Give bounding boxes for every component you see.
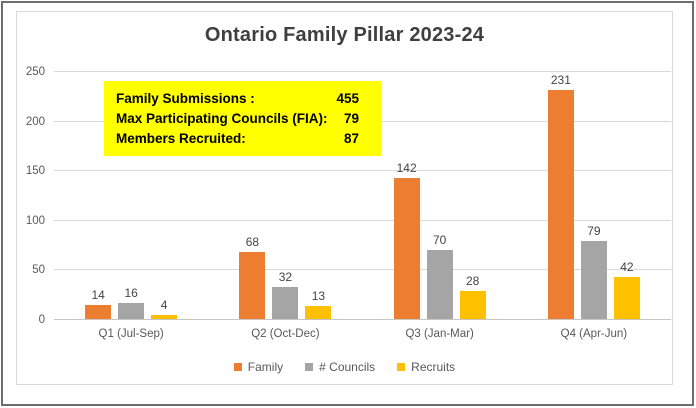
y-tick-label: 50 xyxy=(32,264,45,276)
bar-column: 79 xyxy=(580,71,607,319)
bar-group: 231 79 42 xyxy=(517,71,671,319)
x-category-label: Q3 (Jan-Mar) xyxy=(405,328,474,340)
bar-data-label: 4 xyxy=(160,298,168,312)
bar-data-label: 16 xyxy=(124,286,138,300)
bar-recruits xyxy=(151,315,178,319)
bar-data-label: 79 xyxy=(587,224,601,238)
bar-data-label: 32 xyxy=(278,270,293,284)
bar-column: 16 xyxy=(118,71,145,319)
summary-note: Family Submissions : 455 Max Participati… xyxy=(104,81,381,156)
gridline xyxy=(54,269,671,270)
bar-family xyxy=(85,305,112,319)
gridline xyxy=(54,170,671,171)
chart-container: Ontario Family Pillar 2023-24 14 16 4 68 32 1… xyxy=(16,11,673,385)
y-tick-label: 0 xyxy=(38,314,45,326)
bar-data-label: 70 xyxy=(432,233,447,247)
bar-family xyxy=(239,252,266,319)
legend-swatch-icon xyxy=(397,363,406,371)
legend-label: Recruits xyxy=(411,360,456,374)
legend-swatch-icon xyxy=(305,363,314,371)
bar-column: 70 xyxy=(426,71,453,319)
chart-title: Ontario Family Pillar 2023-24 xyxy=(204,24,485,46)
note-label: Max Participating Councils (FIA): xyxy=(116,110,328,126)
note-value: 455 xyxy=(336,90,359,106)
bar--councils xyxy=(272,287,299,319)
plot-area: 14 16 4 68 32 13 142 70 28 231 79 42 xyxy=(54,71,671,320)
bar-column: 68 xyxy=(239,71,266,319)
legend-item: Recruits xyxy=(397,360,455,374)
legend-item: Family xyxy=(233,360,284,374)
bar-column: 14 xyxy=(85,71,112,319)
legend-label: Family xyxy=(247,360,284,374)
x-category-label: Q1 (Jul-Sep) xyxy=(98,328,164,340)
bar-family xyxy=(547,90,574,319)
bar-column: 28 xyxy=(459,71,486,319)
x-axis-labels: Q1 (Jul-Sep) Q2 (Oct-Dec) Q3 (Jan-Mar) Q4 (… xyxy=(54,328,671,340)
bar--councils xyxy=(118,303,145,319)
bar-column: 231 xyxy=(547,71,574,319)
y-tick-label: 150 xyxy=(25,165,45,177)
note-value: 87 xyxy=(343,130,359,146)
bar-column: 32 xyxy=(272,71,299,319)
bar-column: 142 xyxy=(393,71,420,319)
bar-group: 68 32 13 xyxy=(208,71,362,319)
bar-data-label: 68 xyxy=(245,235,260,249)
bar-data-label: 231 xyxy=(550,73,571,87)
note-value: 79 xyxy=(343,110,359,126)
x-axis-line xyxy=(54,319,671,320)
legend-item: # Councils xyxy=(305,360,375,374)
bar--councils xyxy=(426,250,453,319)
note-row: Family Submissions : 455 xyxy=(116,88,369,108)
bar-column: 4 xyxy=(151,71,178,319)
bar-group: 14 16 4 xyxy=(54,71,208,319)
y-tick-label: 250 xyxy=(25,66,45,78)
bar-data-label: 142 xyxy=(396,161,417,175)
note-label: Members Recruited: xyxy=(116,130,246,146)
bar--councils xyxy=(580,241,607,319)
note-label: Family Submissions : xyxy=(116,90,255,106)
bar-recruits xyxy=(459,291,486,319)
gridline xyxy=(54,220,671,221)
legend-label: # Councils xyxy=(319,360,376,374)
bar-data-label: 13 xyxy=(311,289,326,303)
bar-data-label: 42 xyxy=(620,260,634,274)
note-row: Max Participating Councils (FIA): 79 xyxy=(116,108,369,128)
bar-group: 142 70 28 xyxy=(363,71,517,319)
bar-column: 13 xyxy=(305,71,332,319)
bar-column: 42 xyxy=(613,71,640,319)
y-tick-label: 100 xyxy=(25,215,45,227)
y-tick-label: 200 xyxy=(25,116,45,128)
legend: Family # Councils Recruits xyxy=(17,360,672,374)
bar-data-label: 28 xyxy=(465,274,480,288)
x-category-label: Q2 (Oct-Dec) xyxy=(251,328,320,340)
gridline xyxy=(54,71,671,72)
note-row: Members Recruited: 87 xyxy=(116,128,369,148)
legend-swatch-icon xyxy=(233,363,242,371)
bar-groups: 14 16 4 68 32 13 142 70 28 231 79 42 xyxy=(54,71,671,319)
bar-family xyxy=(393,178,420,319)
bar-recruits xyxy=(305,306,332,319)
bar-data-label: 14 xyxy=(91,288,105,302)
bar-recruits xyxy=(613,277,640,319)
x-category-label: Q4 (Apr-Jun) xyxy=(560,328,628,340)
